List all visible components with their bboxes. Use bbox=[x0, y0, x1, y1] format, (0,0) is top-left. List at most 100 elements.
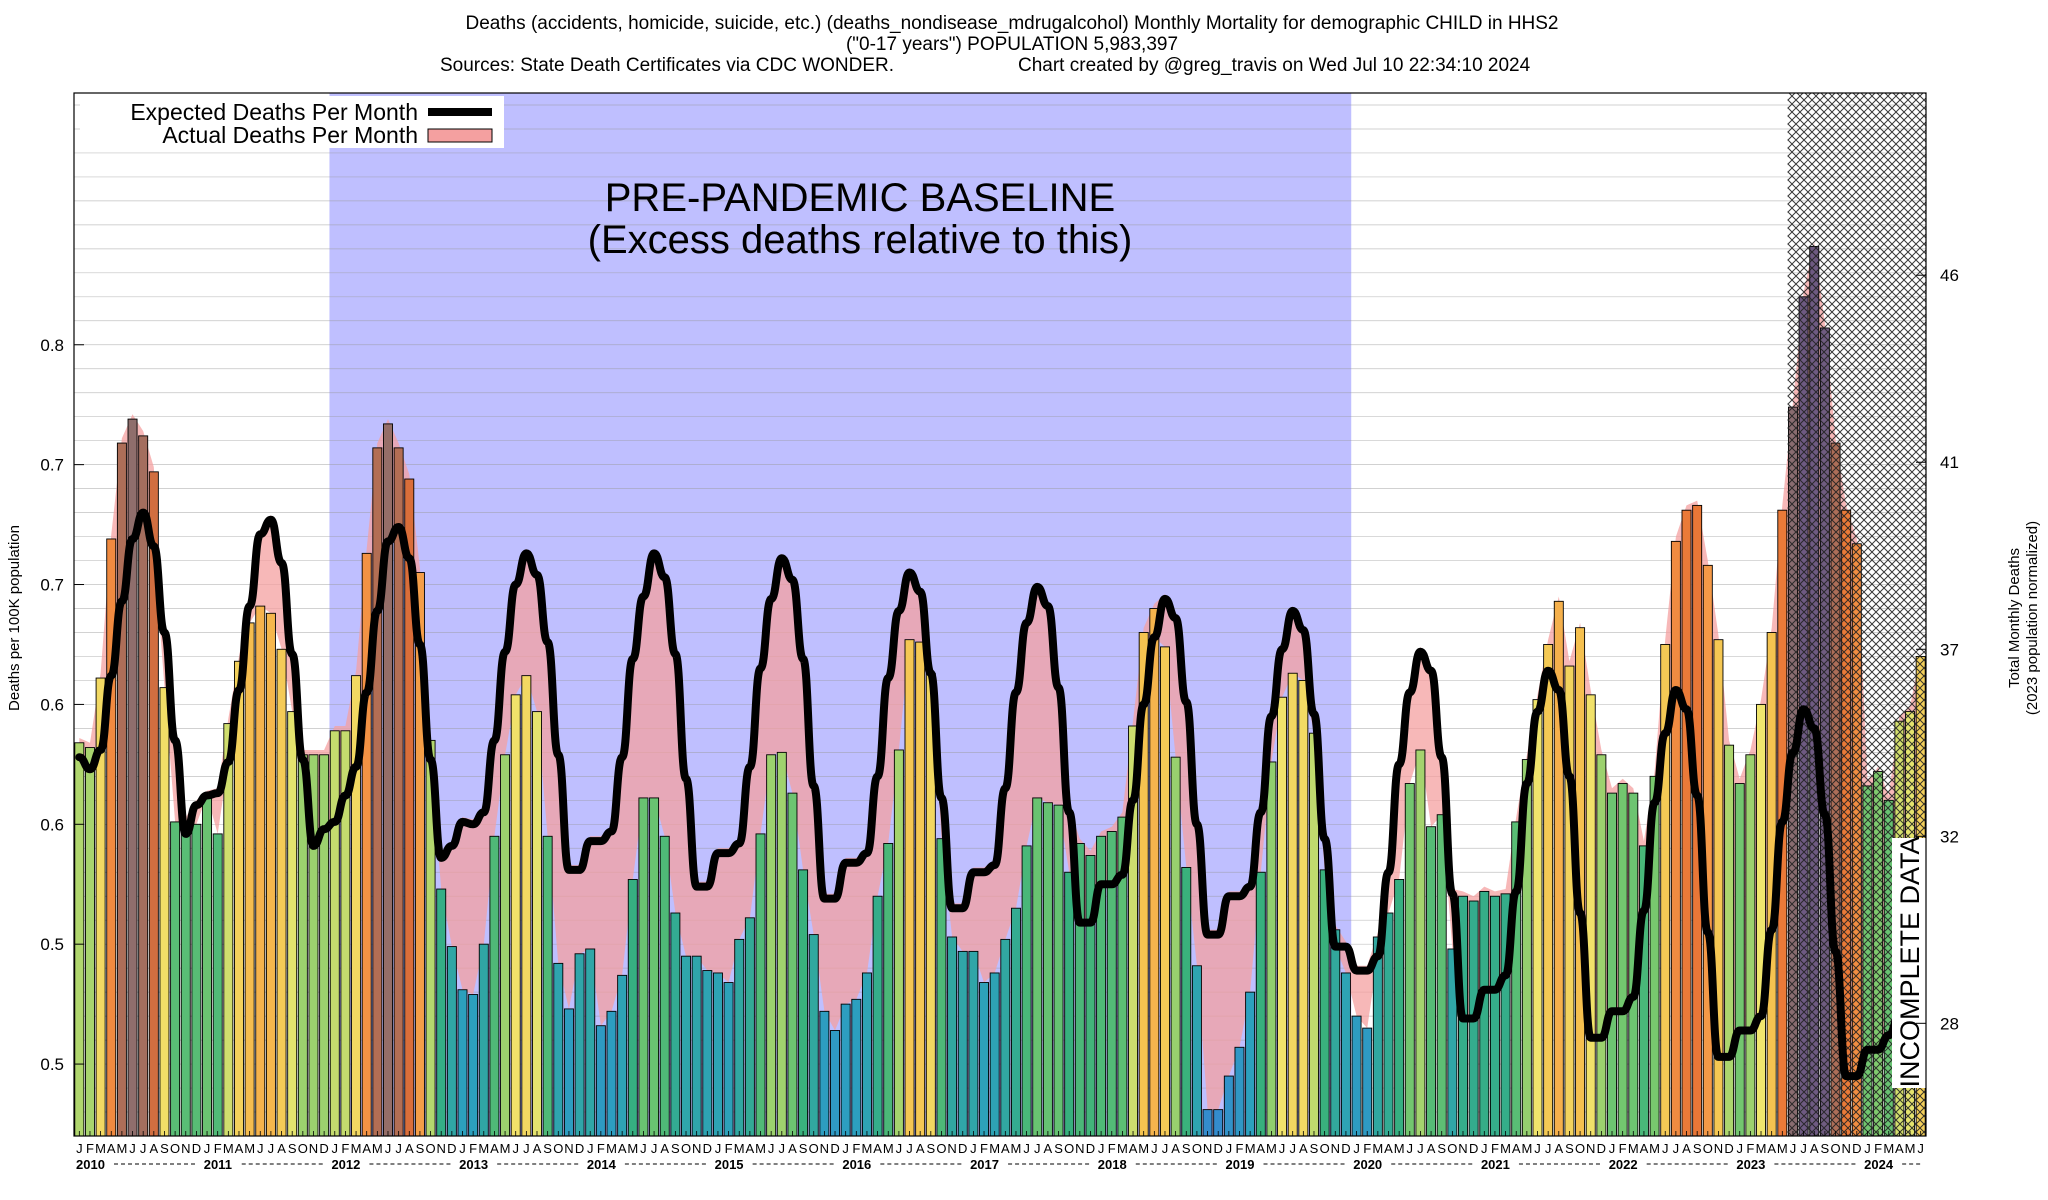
x-month-label: J bbox=[715, 1141, 722, 1156]
x-month-label: A bbox=[788, 1141, 797, 1156]
actual-bar bbox=[542, 835, 553, 1137]
x-month-label: J bbox=[1279, 1141, 1286, 1156]
actual-bar bbox=[1223, 1075, 1234, 1137]
x-month-label: S bbox=[416, 1141, 425, 1156]
x-year-label: 2017 bbox=[970, 1157, 999, 1172]
x-month-label: M bbox=[734, 1141, 745, 1156]
x-month-label: M bbox=[755, 1141, 766, 1156]
actual-bar bbox=[808, 934, 819, 1137]
x-month-label: J bbox=[1609, 1141, 1616, 1156]
x-year-label: 2021 bbox=[1481, 1157, 1510, 1172]
x-month-label: F bbox=[1746, 1141, 1754, 1156]
actual-bar bbox=[1032, 797, 1043, 1137]
actual-bar bbox=[1287, 672, 1298, 1137]
actual-bar bbox=[840, 1003, 851, 1137]
x-month-label: J bbox=[640, 1141, 647, 1156]
actual-bar bbox=[1681, 509, 1692, 1137]
actual-bar bbox=[1479, 890, 1490, 1137]
x-year-label: 2016 bbox=[842, 1157, 871, 1172]
x-month-label: J bbox=[1864, 1141, 1871, 1156]
x-year-label: 2019 bbox=[1226, 1157, 1255, 1172]
x-month-label: J bbox=[970, 1141, 977, 1156]
actual-bar bbox=[893, 749, 904, 1137]
actual-bar bbox=[830, 1030, 840, 1137]
actual-bar bbox=[595, 1025, 606, 1137]
x-month-label: J bbox=[1289, 1141, 1296, 1156]
actual-bar bbox=[819, 1010, 830, 1137]
x-month-label: A bbox=[1682, 1141, 1691, 1156]
x-month-label: A bbox=[533, 1141, 542, 1156]
actual-bar bbox=[436, 888, 447, 1137]
y2-tick-label: 28 bbox=[1940, 1014, 1959, 1033]
y-tick-label: 0.6 bbox=[40, 695, 64, 714]
x-month-label: A bbox=[277, 1141, 286, 1156]
x-month-label: D bbox=[958, 1141, 967, 1156]
x-month-label: F bbox=[852, 1141, 860, 1156]
x-month-label: J bbox=[1736, 1141, 1743, 1156]
x-month-label: J bbox=[587, 1141, 594, 1156]
actual-bar bbox=[1713, 639, 1724, 1137]
actual-bar bbox=[1394, 879, 1405, 1137]
actual-bar bbox=[138, 435, 149, 1137]
x-month-label: A bbox=[1129, 1141, 1138, 1156]
x-month-label: A bbox=[405, 1141, 414, 1156]
chart-title-line2: ("0-17 years") POPULATION 5,983,397 bbox=[846, 34, 1178, 55]
x-month-label: J bbox=[1481, 1141, 1488, 1156]
x-month-label: F bbox=[214, 1141, 222, 1156]
actual-bar bbox=[1415, 749, 1426, 1137]
actual-bar bbox=[191, 823, 202, 1137]
y-ticks-left: 0.5 0.5 0.6 0.6 0.7 0.7 0.8 bbox=[40, 336, 84, 1074]
chart-title-line1: Deaths (accidents, homicide, suicide, et… bbox=[465, 13, 1558, 34]
actual-bar bbox=[1010, 907, 1021, 1137]
x-month-label: J bbox=[129, 1141, 136, 1156]
x-month-label: A bbox=[149, 1141, 158, 1156]
incomplete-data-label-group: INCOMPLETE DATA bbox=[1892, 836, 1926, 1088]
y2-tick-label: 37 bbox=[1940, 640, 1959, 659]
x-month-label: O bbox=[809, 1141, 819, 1156]
legend-actual-swatch bbox=[427, 128, 493, 143]
x-month-label: M bbox=[500, 1141, 511, 1156]
actual-bar bbox=[1053, 804, 1064, 1137]
x-month-label: N bbox=[1203, 1141, 1212, 1156]
x-month-label: M bbox=[883, 1141, 894, 1156]
actual-bar bbox=[1245, 991, 1256, 1137]
actual-bar bbox=[202, 795, 213, 1137]
x-month-label: D bbox=[192, 1141, 201, 1156]
x-year-label: 2013 bbox=[459, 1157, 488, 1172]
x-month-label: M bbox=[1521, 1141, 1532, 1156]
baseline-title: PRE-PANDEMIC BASELINE bbox=[605, 176, 1116, 220]
x-month-label: J bbox=[1534, 1141, 1541, 1156]
x-month-label: S bbox=[288, 1141, 297, 1156]
baseline-subtitle: (Excess deaths relative to this) bbox=[588, 218, 1133, 262]
chart-credit: Chart created by @greg_travis on Wed Jul… bbox=[1018, 55, 1531, 76]
actual-bar bbox=[1255, 871, 1266, 1137]
actual-bar bbox=[255, 605, 266, 1137]
x-month-label: J bbox=[842, 1141, 849, 1156]
x-month-label: F bbox=[725, 1141, 733, 1156]
actual-bar bbox=[1160, 646, 1170, 1137]
x-year-label: 2024 bbox=[1864, 1157, 1894, 1172]
x-month-label: N bbox=[1841, 1141, 1850, 1156]
expected-line-group bbox=[75, 508, 1925, 1081]
actual-bar bbox=[787, 792, 798, 1137]
actual-bar bbox=[702, 970, 713, 1137]
x-month-label: M bbox=[372, 1141, 383, 1156]
x-month-label: S bbox=[671, 1141, 680, 1156]
actual-bar bbox=[1489, 895, 1500, 1137]
incomplete-data-label: INCOMPLETE DATA bbox=[1895, 836, 1925, 1087]
x-month-label: N bbox=[692, 1141, 701, 1156]
x-month-label: D bbox=[1214, 1141, 1223, 1156]
actual-bar bbox=[1234, 1046, 1245, 1137]
x-month-label: M bbox=[1117, 1141, 1128, 1156]
x-month-label: J bbox=[76, 1141, 83, 1156]
x-month-label: J bbox=[332, 1141, 339, 1156]
actual-bar bbox=[1170, 756, 1181, 1137]
x-month-label: M bbox=[1138, 1141, 1149, 1156]
actual-bar bbox=[74, 742, 85, 1137]
actual-bar bbox=[606, 1010, 617, 1137]
x-month-label: S bbox=[1693, 1141, 1702, 1156]
actual-bar bbox=[287, 711, 298, 1137]
actual-bar bbox=[872, 895, 883, 1137]
actual-bar bbox=[1596, 754, 1607, 1137]
